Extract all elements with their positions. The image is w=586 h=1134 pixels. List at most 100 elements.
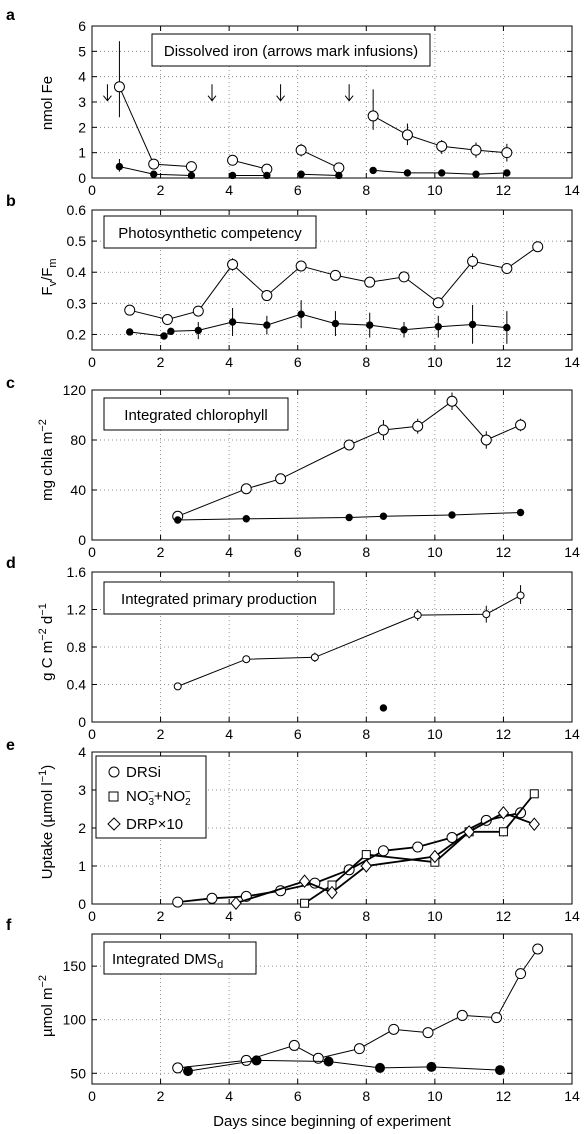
data-point [401,129,413,141]
series-e-0 [172,807,527,908]
data-point [263,171,271,180]
data-point [263,321,271,329]
data-point [288,1039,300,1051]
infusion-arrow [276,84,285,102]
series-d-0 [173,585,525,691]
y-tick-label: 0.2 [67,326,87,342]
x-tick-label: 6 [294,908,302,924]
y-tick-label: 0.5 [67,233,87,249]
data-point [503,169,511,177]
data-point [206,892,218,904]
y-tick-label: 4 [78,744,86,760]
data-point [515,419,527,431]
panel-d-title: Integrated primary production [121,591,317,608]
x-tick-label: 0 [88,1088,96,1104]
x-tick-label: 4 [225,1088,233,1104]
data-point [167,327,175,336]
infusion-arrow [103,84,112,102]
data-point [379,704,388,712]
y-tick-label: 0 [78,532,86,548]
data-point [468,320,477,329]
x-tick-label: 8 [362,1088,370,1104]
data-point [532,241,544,253]
x-tick-label: 2 [157,726,165,742]
panel-f-ylabel: µmol m−2 [37,975,56,1037]
x-tick-label: 8 [362,182,370,198]
data-point [113,81,125,93]
data-point [360,859,372,873]
data-point [434,322,442,331]
x-tick-label: 6 [294,544,302,560]
data-point [398,271,410,283]
y-tick-label: 100 [63,1012,87,1028]
legend-marker-no3-no2 [108,791,119,802]
y-tick-label: 3 [78,782,86,798]
y-tick-label: 6 [78,18,86,34]
series-line [300,149,340,169]
panel-a-title: Dissolved iron (arrows mark infusions) [164,43,418,60]
data-point [300,898,310,908]
panel-d-ylabel: g C m−2 d−1 [37,603,56,681]
panel-a-title-box [151,33,431,67]
data-point [150,170,158,178]
data-point [345,513,353,522]
data-point [529,789,539,799]
infusion-arrow-head [344,95,354,102]
y-tick-label: 80 [70,432,86,448]
infusion-arrow-head [103,95,112,102]
x-tick-label: 6 [294,726,302,742]
data-point [240,1054,252,1066]
data-point [335,171,343,180]
panel-c: c mg chla m−2 Integrated chlorophyll [6,375,289,501]
panel-a-ylabel: nmol Fe [39,76,56,130]
data-point [295,144,307,156]
panel-d-plot: 0 2 4 6 8 10 12 14 0 0.4 0.8 1.2 1.6 [67,564,580,742]
panel-d-title-box [103,581,335,615]
x-tick-label: 4 [225,182,233,198]
legend-label-no3-no2: NO3−+NO2− [126,787,191,808]
data-point [497,806,510,820]
data-point [375,1062,385,1073]
x-tick-label: 2 [157,544,165,560]
data-point [516,591,525,600]
y-tick-label: 40 [70,482,86,498]
x-tick-label: 12 [496,1088,512,1104]
y-tick-label: 0.8 [67,639,87,655]
y-tick-label: 150 [63,958,87,974]
data-point [367,110,379,122]
data-point [295,260,307,272]
data-point [470,144,482,156]
panel-d: d g C m−2 d−1 Integrated primary product… [6,555,335,681]
data-point [432,297,444,309]
x-tick-label: 4 [225,726,233,742]
data-point [160,332,168,340]
x-tick-label: 0 [88,182,96,198]
panel-c-ylabel: mg chla m−2 [37,419,56,501]
x-tick-label: 6 [294,354,302,370]
data-point [261,290,273,302]
series-a-0 [113,41,513,175]
y-tick-label: 1.2 [67,602,87,618]
series-line [118,86,192,168]
x-tick-label: 14 [564,354,580,370]
y-tick-label: 4 [78,69,86,85]
series-f-1 [183,1055,505,1077]
x-tick-label: 12 [496,726,512,742]
data-point [491,1012,503,1024]
legend-label-drp: DRP×10 [126,816,183,833]
data-point [326,885,338,900]
x-tick-label: 0 [88,726,96,742]
series-line [232,159,268,170]
x-tick-label: 8 [362,726,370,742]
plot-frame [91,933,573,1085]
data-point [515,807,527,819]
x-tick-label: 12 [496,908,512,924]
legend-marker-drp [107,817,121,831]
panel-label-c: c [6,375,15,392]
data-point [366,321,374,329]
panel-f-title-box [103,941,257,975]
data-point [172,896,184,908]
panel-f-plot: 0 2 4 6 8 10 12 14 50 100 150 [63,933,580,1104]
